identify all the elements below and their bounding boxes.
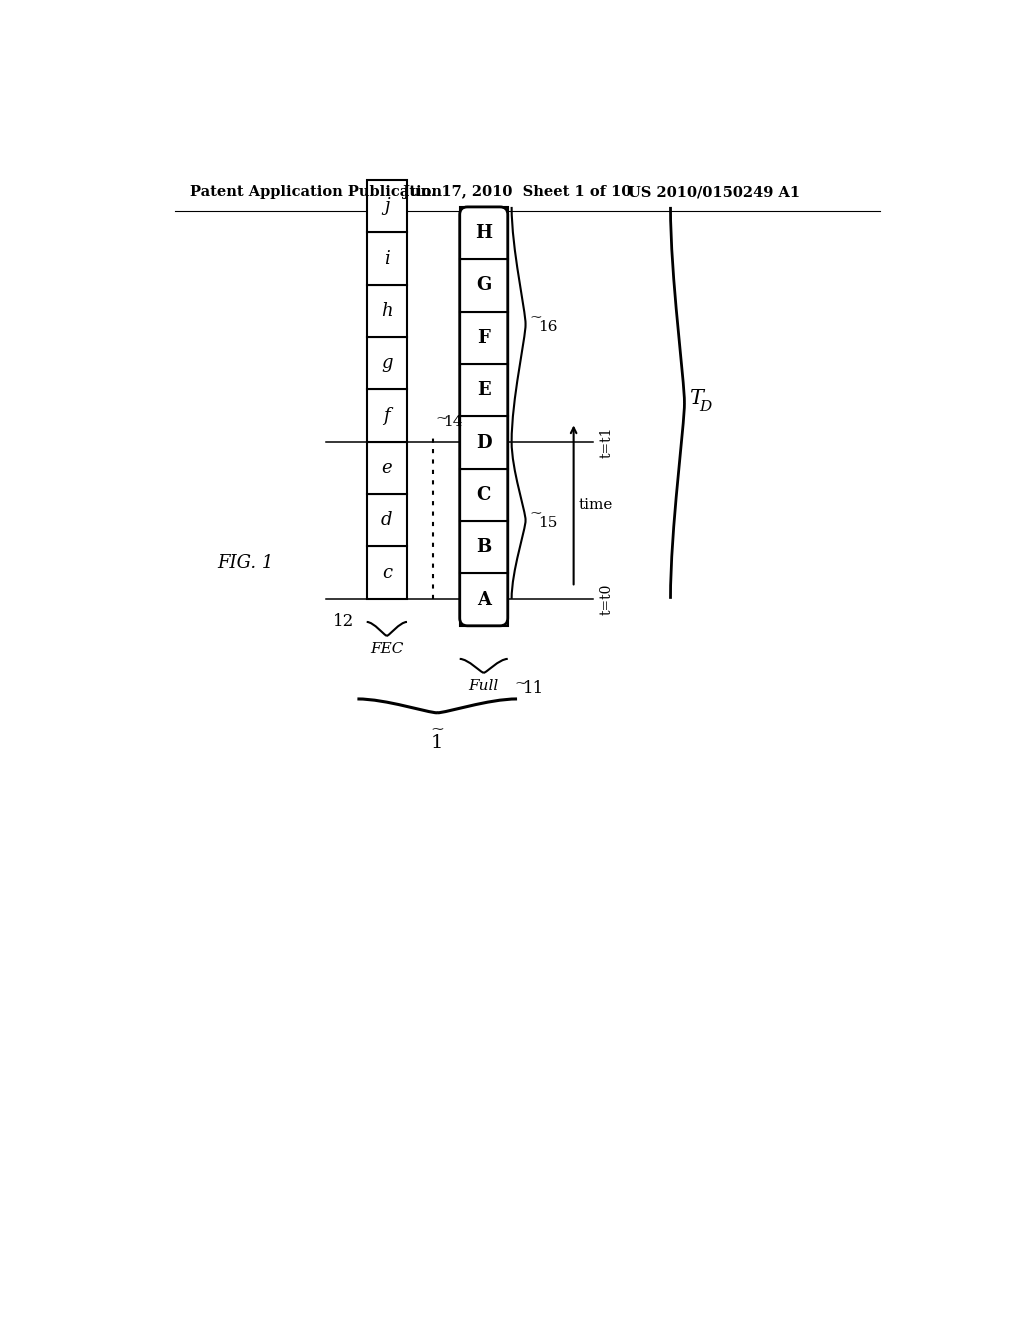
Text: time: time bbox=[579, 498, 613, 512]
Text: g: g bbox=[381, 354, 392, 372]
Text: E: E bbox=[477, 381, 490, 399]
Bar bbox=[460, 416, 508, 469]
Bar bbox=[460, 573, 508, 626]
Text: Full: Full bbox=[469, 678, 499, 693]
Text: Jun. 17, 2010  Sheet 1 of 10: Jun. 17, 2010 Sheet 1 of 10 bbox=[403, 185, 632, 199]
Text: D: D bbox=[699, 400, 712, 414]
Text: T: T bbox=[689, 389, 702, 408]
Bar bbox=[367, 442, 407, 494]
Text: B: B bbox=[476, 539, 492, 556]
Text: Patent Application Publication: Patent Application Publication bbox=[190, 185, 442, 199]
Bar bbox=[460, 259, 508, 312]
Text: 15: 15 bbox=[538, 516, 557, 531]
Text: C: C bbox=[476, 486, 490, 504]
Text: 16: 16 bbox=[538, 321, 557, 334]
Text: 11: 11 bbox=[523, 681, 545, 697]
Text: c: c bbox=[382, 564, 392, 582]
Bar bbox=[460, 469, 508, 521]
Bar bbox=[367, 285, 407, 337]
Bar bbox=[460, 312, 508, 364]
Text: t=t1: t=t1 bbox=[599, 426, 613, 458]
Bar bbox=[460, 364, 508, 416]
Bar bbox=[367, 389, 407, 442]
Bar bbox=[367, 546, 407, 599]
Text: t=t0: t=t0 bbox=[599, 583, 613, 615]
Text: h: h bbox=[381, 302, 392, 319]
Text: H: H bbox=[475, 224, 493, 242]
Text: d: d bbox=[381, 511, 392, 529]
Text: US 2010/0150249 A1: US 2010/0150249 A1 bbox=[628, 185, 800, 199]
Bar bbox=[460, 521, 508, 573]
Text: e: e bbox=[382, 459, 392, 477]
Text: ~: ~ bbox=[529, 312, 542, 325]
Bar bbox=[367, 494, 407, 546]
Text: ~: ~ bbox=[529, 507, 542, 521]
Text: f: f bbox=[384, 407, 390, 425]
Text: ~: ~ bbox=[430, 721, 444, 738]
Bar bbox=[367, 180, 407, 232]
Text: ~: ~ bbox=[435, 412, 447, 426]
Text: FIG. 1: FIG. 1 bbox=[217, 553, 273, 572]
Text: 14: 14 bbox=[442, 416, 462, 429]
Bar bbox=[367, 232, 407, 285]
Text: 1: 1 bbox=[431, 734, 443, 752]
Text: FEC: FEC bbox=[370, 642, 403, 656]
Text: F: F bbox=[477, 329, 490, 347]
Text: i: i bbox=[384, 249, 390, 268]
Bar bbox=[460, 207, 508, 259]
Text: A: A bbox=[477, 590, 490, 609]
Text: j: j bbox=[384, 197, 390, 215]
Text: G: G bbox=[476, 276, 492, 294]
Text: 12: 12 bbox=[333, 614, 354, 631]
Text: ~: ~ bbox=[514, 677, 526, 690]
Text: D: D bbox=[476, 433, 492, 451]
Bar bbox=[367, 337, 407, 389]
